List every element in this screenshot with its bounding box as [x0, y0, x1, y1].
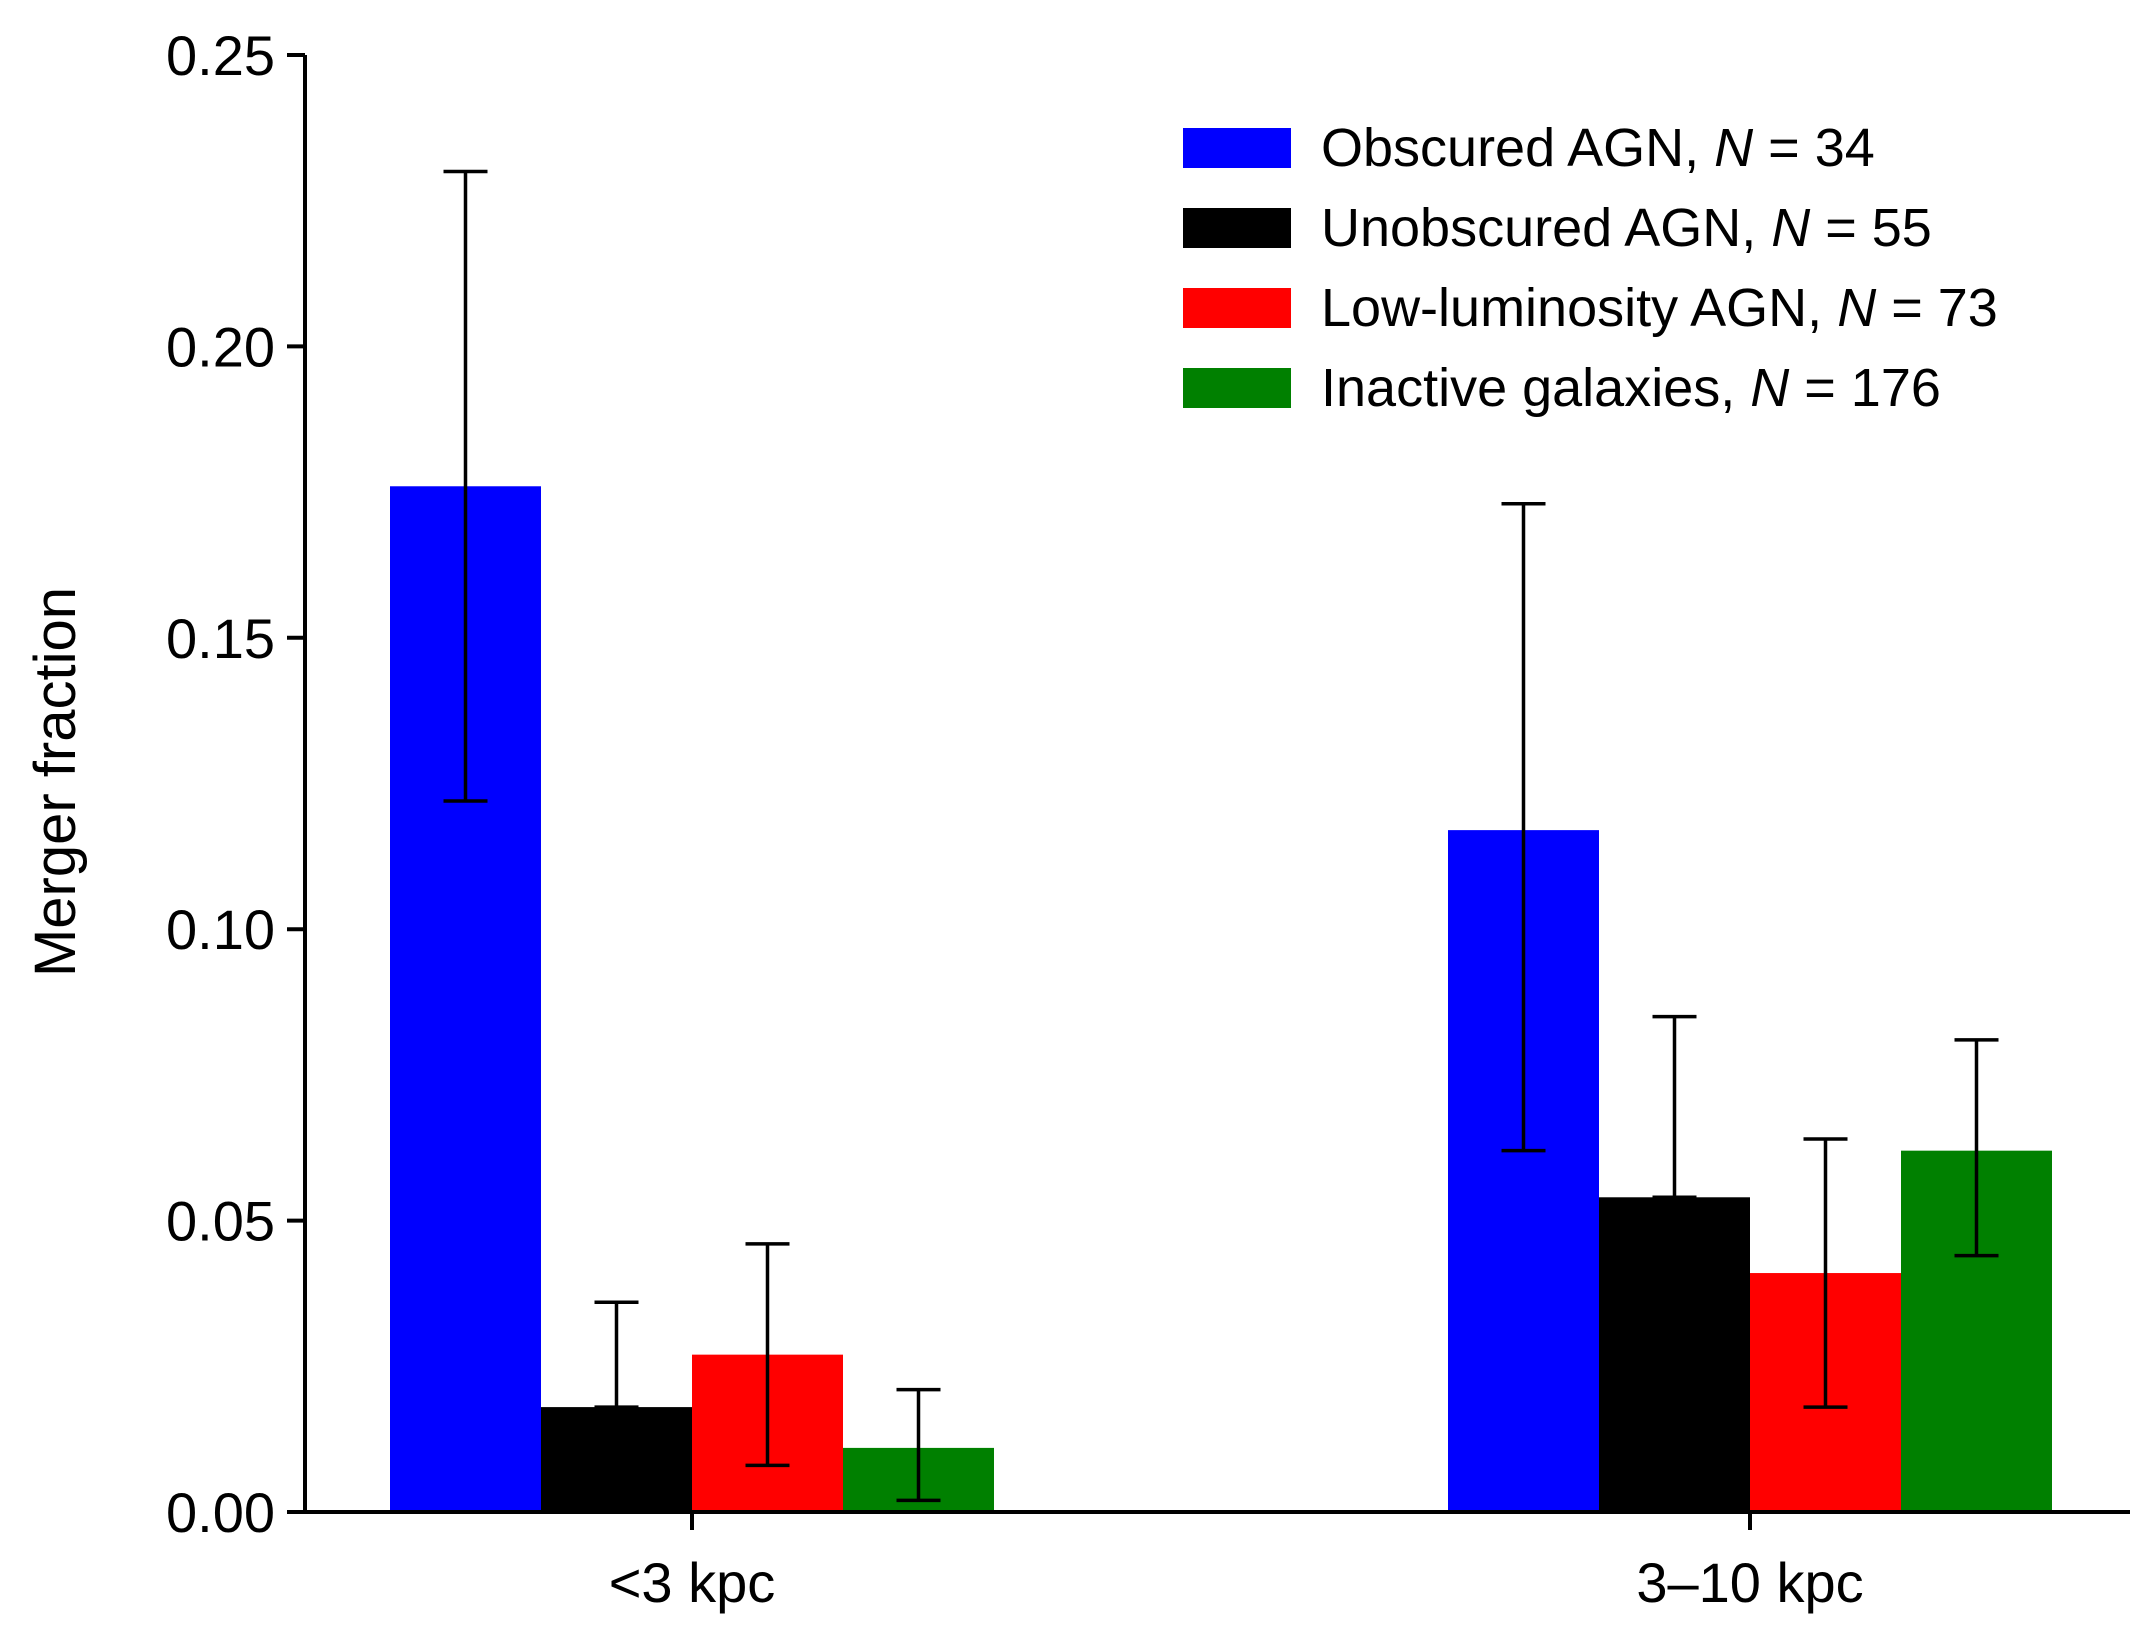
legend-n-value: = 73 — [1876, 278, 1998, 338]
x-tick-label: 3–10 kpc — [1636, 1551, 1863, 1614]
legend-n-symbol: N — [1837, 278, 1877, 338]
y-tick-label: 0.05 — [166, 1190, 275, 1253]
legend-separator: , — [1720, 358, 1750, 418]
y-tick-label: 0.20 — [166, 315, 275, 378]
legend-series-name: Inactive galaxies — [1321, 358, 1720, 418]
bar-2-2 — [1599, 1197, 1750, 1512]
legend-label-2: Unobscured AGN, N = 55 — [1321, 198, 1932, 258]
legend-swatch-1 — [1183, 128, 1291, 168]
y-axis-title: Merger fraction — [23, 587, 88, 977]
legend-swatch-4 — [1183, 368, 1291, 408]
legend-separator: , — [1807, 278, 1837, 338]
legend-separator: , — [1684, 118, 1714, 178]
bar-2-1 — [541, 1407, 692, 1512]
legend-separator: , — [1741, 198, 1771, 258]
y-tick-label: 0.10 — [166, 898, 275, 961]
legend-n-symbol: N — [1750, 358, 1790, 418]
legend-series-name: Obscured AGN — [1321, 118, 1684, 178]
y-tick-label: 0.00 — [166, 1481, 275, 1544]
legend-label-3: Low-luminosity AGN, N = 73 — [1321, 278, 1998, 338]
legend-label-4: Inactive galaxies, N = 176 — [1321, 358, 1941, 418]
legend-n-symbol: N — [1714, 118, 1754, 178]
y-axis: 0.00 0.05 0.10 0.15 0.20 0.25 — [166, 24, 307, 1544]
legend-n-value: = 55 — [1810, 198, 1932, 258]
legend-swatch-3 — [1183, 288, 1291, 328]
x-axis: <3 kpc 3–10 kpc — [305, 1510, 2130, 1614]
legend-n-value: = 176 — [1789, 358, 1941, 418]
y-tick-label: 0.15 — [166, 607, 275, 670]
legend-n-value: = 34 — [1753, 118, 1875, 178]
legend-swatch-2 — [1183, 208, 1291, 248]
y-tick-label: 0.25 — [166, 24, 275, 87]
plot-area — [390, 169, 2052, 1513]
legend-label-1: Obscured AGN, N = 34 — [1321, 118, 1875, 178]
legend-n-symbol: N — [1771, 198, 1811, 258]
legend-series-name: Unobscured AGN — [1321, 198, 1741, 258]
legend-series-name: Low-luminosity AGN — [1321, 278, 1807, 338]
x-tick-label: <3 kpc — [609, 1551, 776, 1614]
